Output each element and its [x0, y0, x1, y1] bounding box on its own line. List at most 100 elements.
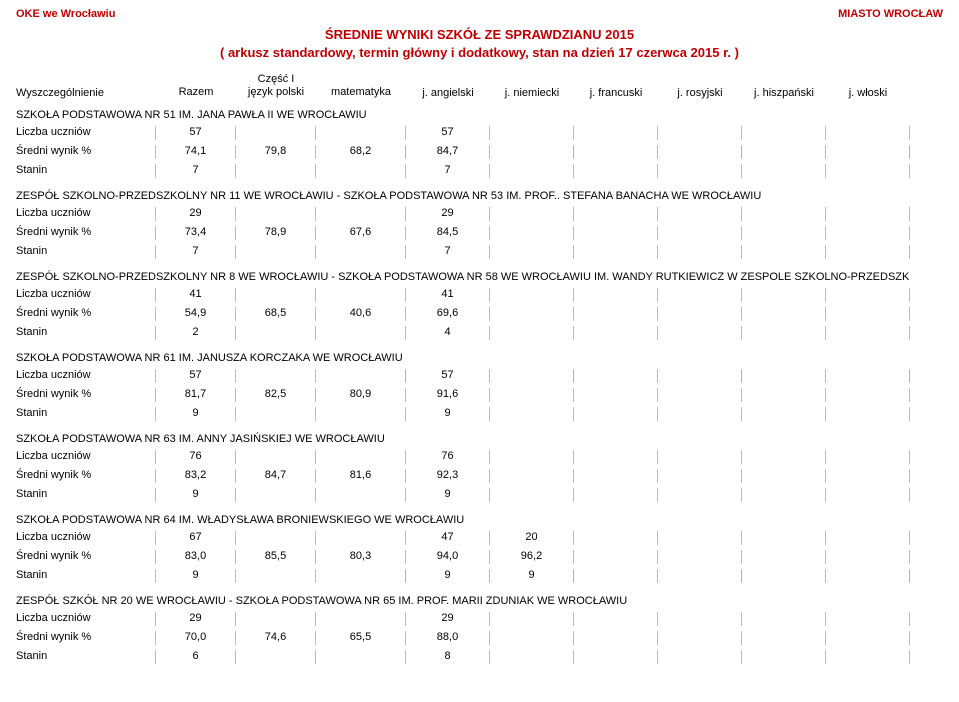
cell-razem: 2: [156, 326, 236, 340]
school-metrics: Liczba uczniów5757Średni wynik %81,782,5…: [16, 367, 943, 423]
cell-fra: [574, 650, 658, 664]
cell-wlo: [826, 531, 910, 545]
cell-wlo: [826, 550, 910, 564]
top-header-row: OKE we Wrocławiu MIASTO WROCŁAW: [16, 8, 943, 20]
cell-wlo: [826, 326, 910, 340]
cell-wlo: [826, 369, 910, 383]
cell-niem: 20: [490, 531, 574, 545]
cell-mat: [316, 288, 406, 302]
school-metrics: Liczba uczniów674720Średni wynik %83,085…: [16, 529, 943, 585]
cell-niem: [490, 207, 574, 221]
cell-razem: 57: [156, 369, 236, 383]
table-row: Stanin68: [16, 648, 943, 666]
metric-label: Stanin: [16, 164, 156, 178]
cell-fra: [574, 631, 658, 645]
col-fra: j. francuski: [574, 87, 658, 99]
cell-razem: 67: [156, 531, 236, 545]
cell-razem: 29: [156, 207, 236, 221]
table-row: Średni wynik %83,085,580,394,096,2: [16, 548, 943, 566]
table-row: Stanin2 4: [16, 324, 943, 342]
table-row: Średni wynik %54,968,540,669,6: [16, 305, 943, 323]
cell-niem: [490, 488, 574, 502]
cell-wlo: [826, 126, 910, 140]
school-name: ZESPÓŁ SZKÓŁ NR 20 WE WROCŁAWIU - SZKOŁA…: [16, 595, 943, 607]
cell-niem: [490, 369, 574, 383]
metric-label: Stanin: [16, 326, 156, 340]
cell-ang: 9: [406, 569, 490, 583]
cell-razem: 9: [156, 569, 236, 583]
cell-wlo: [826, 388, 910, 402]
table-row: Liczba uczniów5757: [16, 124, 943, 142]
cell-razem: 81,7: [156, 388, 236, 402]
cell-polski: 84,7: [236, 469, 316, 483]
cell-ang: 88,0: [406, 631, 490, 645]
table-row: Liczba uczniów4141: [16, 286, 943, 304]
cell-fra: [574, 369, 658, 383]
cell-wlo: [826, 307, 910, 321]
table-row: Stanin99: [16, 486, 943, 504]
cell-fra: [574, 145, 658, 159]
cell-ang: 41: [406, 288, 490, 302]
cell-wlo: [826, 288, 910, 302]
metric-label: Liczba uczniów: [16, 207, 156, 221]
cell-ros: [658, 245, 742, 259]
cell-hisz: [742, 407, 826, 421]
cell-hisz: [742, 469, 826, 483]
col-wlo: j. włoski: [826, 87, 910, 99]
table-row: Średni wynik %81,782,580,991,6: [16, 386, 943, 404]
column-headers: Wyszczególnienie . Razem Część I język p…: [16, 73, 943, 99]
cell-ang: 91,6: [406, 388, 490, 402]
cell-hisz: [742, 126, 826, 140]
cell-fra: [574, 126, 658, 140]
cell-ros: [658, 288, 742, 302]
cell-polski: [236, 164, 316, 178]
cell-wlo: [826, 164, 910, 178]
cell-mat: [316, 245, 406, 259]
cell-polski: [236, 488, 316, 502]
cell-mat: [316, 531, 406, 545]
cell-mat: 80,3: [316, 550, 406, 564]
cell-polski: [236, 650, 316, 664]
table-row: Średni wynik %70,074,665,588,0: [16, 629, 943, 647]
cell-fra: [574, 207, 658, 221]
cell-mat: [316, 650, 406, 664]
cell-ros: [658, 488, 742, 502]
cell-ros: [658, 164, 742, 178]
cell-polski: [236, 245, 316, 259]
table-row: Liczba uczniów2929: [16, 610, 943, 628]
cell-mat: 80,9: [316, 388, 406, 402]
cell-mat: [316, 407, 406, 421]
table-row: Liczba uczniów7676: [16, 448, 943, 466]
cell-fra: [574, 407, 658, 421]
cell-polski: [236, 569, 316, 583]
cell-mat: [316, 207, 406, 221]
cell-ros: [658, 145, 742, 159]
cell-razem: 83,2: [156, 469, 236, 483]
cell-niem: [490, 631, 574, 645]
cell-ros: [658, 550, 742, 564]
cell-hisz: [742, 612, 826, 626]
table-row: Średni wynik %83,284,781,692,3: [16, 467, 943, 485]
cell-ang: 8: [406, 650, 490, 664]
col-mat: . matematyka: [316, 73, 406, 99]
cell-ang: 7: [406, 245, 490, 259]
col-polski-label: język polski: [236, 86, 316, 99]
cell-ang: 4: [406, 326, 490, 340]
cell-mat: 65,5: [316, 631, 406, 645]
cell-ros: [658, 531, 742, 545]
cell-mat: 81,6: [316, 469, 406, 483]
cell-polski: [236, 450, 316, 464]
cell-wlo: [826, 450, 910, 464]
cell-hisz: [742, 569, 826, 583]
cell-polski: 79,8: [236, 145, 316, 159]
cell-razem: 7: [156, 245, 236, 259]
col-wysz: Wyszczególnienie: [16, 87, 156, 99]
metric-label: Średni wynik %: [16, 631, 156, 645]
school-name: SZKOŁA PODSTAWOWA NR 61 IM. JANUSZA KORC…: [16, 352, 943, 364]
school-metrics: Liczba uczniów4141Średni wynik %54,968,5…: [16, 286, 943, 342]
col-hisz: j. hiszpański: [742, 87, 826, 99]
cell-niem: 9: [490, 569, 574, 583]
cell-fra: [574, 326, 658, 340]
metric-label: Stanin: [16, 245, 156, 259]
cell-mat: [316, 569, 406, 583]
